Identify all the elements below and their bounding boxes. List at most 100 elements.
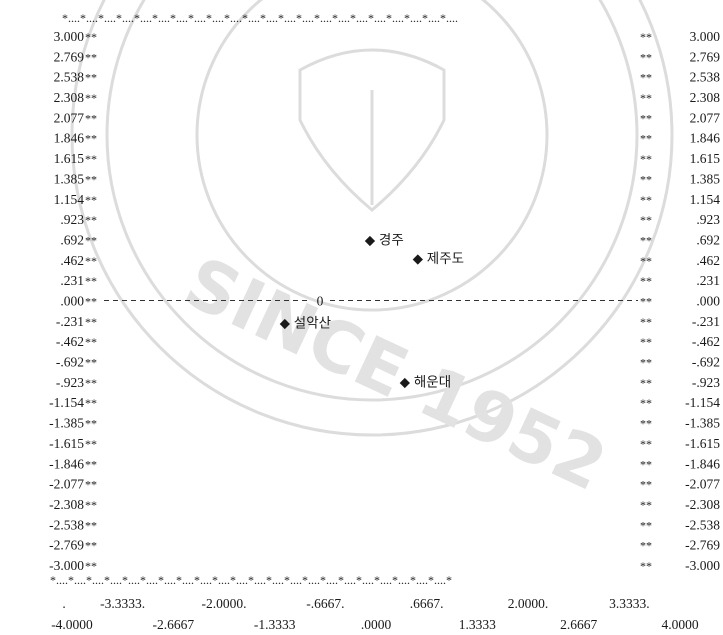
x-tick-label: 4.0000 (661, 617, 698, 632)
y-tick-right-marker: ** (640, 193, 652, 207)
point-marker: ◆ (413, 251, 424, 267)
y-tick-left-label: -.923 (56, 375, 84, 390)
y-tick-right-label: -3.000 (685, 558, 720, 573)
y-tick-left-label: 1.154 (54, 192, 85, 207)
data-point: ◆ 설악산 (280, 316, 331, 332)
y-tick-right-marker: ** (640, 295, 652, 309)
y-tick-left-label: 2.769 (54, 49, 85, 64)
y-tick-right-label: -2.077 (685, 477, 720, 492)
y-tick-left-marker: ** (85, 30, 97, 44)
y-tick-right-marker: ** (640, 356, 652, 370)
data-points: ◆ 경주◆ 제주도◆ 설악산◆ 해운대 (280, 232, 464, 390)
y-tick-right-label: 2.538 (690, 70, 721, 85)
data-point: ◆ 제주도 (413, 251, 464, 267)
x-tick-label: -1.3333 (254, 617, 296, 632)
y-tick-right-label: -1.615 (685, 436, 720, 451)
y-tick-right-label: .000 (696, 294, 720, 309)
y-tick-right-label: 1.846 (690, 131, 721, 146)
bottom-border-pattern: *....*....*....*....*....*....*....*....… (50, 573, 452, 587)
point-label: 설악산 (294, 316, 331, 332)
x-tick-label: -2.6667 (153, 617, 195, 632)
y-tick-right-marker: ** (640, 111, 652, 125)
y-tick-right-marker: ** (640, 91, 652, 105)
y-tick-left-marker: ** (85, 71, 97, 85)
x-tick-label: .0000 (361, 617, 392, 632)
point-label: 제주도 (427, 251, 464, 267)
y-tick-right-marker: ** (640, 518, 652, 532)
y-tick-left-marker: ** (85, 335, 97, 349)
y-tick-left-marker: ** (85, 376, 97, 390)
x-tick-label: 3.3333. (609, 596, 650, 611)
y-tick-left-label: -.692 (56, 355, 84, 370)
y-tick-right-marker: ** (640, 50, 652, 64)
point-label: 해운대 (414, 375, 451, 391)
y-tick-left-marker: ** (85, 478, 97, 492)
y-tick-left-label: 3.000 (54, 29, 85, 44)
y-tick-right-marker: ** (640, 71, 652, 85)
y-tick-right-label: 1.154 (690, 192, 721, 207)
y-tick-left-label: .462 (60, 253, 84, 268)
y-tick-left-label: 2.077 (54, 110, 85, 125)
y-tick-right-label: 2.077 (690, 110, 721, 125)
y-tick-left-marker: ** (85, 50, 97, 64)
y-tick-left-marker: ** (85, 254, 97, 268)
y-tick-right-marker: ** (640, 172, 652, 186)
y-tick-right-label: .231 (696, 273, 720, 288)
y-tick-right-label: -.462 (692, 334, 720, 349)
y-tick-right-marker: ** (640, 437, 652, 451)
y-tick-left-label: 1.846 (54, 131, 85, 146)
y-tick-left-label: 1.615 (54, 151, 85, 166)
y-tick-right-label: 1.385 (690, 171, 721, 186)
y-tick-left-label: .000 (60, 294, 84, 309)
top-border: *....*....*....*....*....*....*....*....… (62, 11, 458, 25)
y-tick-left-marker: ** (85, 295, 97, 309)
y-tick-right-label: 2.308 (690, 90, 721, 105)
y-tick-right-marker: ** (640, 132, 652, 146)
y-tick-left-label: -3.000 (49, 558, 84, 573)
y-tick-left-marker: ** (85, 396, 97, 410)
y-tick-right-marker: ** (640, 539, 652, 553)
x-tick-label: -.6667. (306, 596, 344, 611)
y-tick-left-label: -1.846 (49, 456, 84, 471)
y-tick-right-label: -2.538 (685, 517, 720, 532)
y-tick-right-label: 1.615 (690, 151, 721, 166)
point-marker: ◆ (400, 375, 411, 391)
y-tick-right-marker: ** (640, 233, 652, 247)
frame-border: *....*....*....*....*....*....*....*....… (50, 11, 458, 587)
y-tick-right-label: 3.000 (690, 29, 721, 44)
y-tick-right-label: 2.769 (690, 49, 721, 64)
y-tick-left-marker: ** (85, 172, 97, 186)
y-tick-left-label: -2.077 (49, 477, 84, 492)
y-tick-left-marker: ** (85, 91, 97, 105)
y-tick-left-marker: ** (85, 274, 97, 288)
y-tick-left-marker: ** (85, 233, 97, 247)
x-tick-label: 1.3333 (459, 617, 496, 632)
bottom-border: *....*....*....*....*....*....*....*....… (50, 573, 452, 587)
y-tick-right-marker: ** (640, 417, 652, 431)
y-tick-left-label: .231 (60, 273, 84, 288)
y-tick-left-marker: ** (85, 213, 97, 227)
y-tick-left-label: 2.308 (54, 90, 85, 105)
y-tick-right-label: .692 (696, 232, 720, 247)
y-tick-left-label: -1.154 (49, 395, 84, 410)
top-border-pattern: *....*....*....*....*....*....*....*....… (62, 11, 458, 25)
y-tick-right-marker: ** (640, 152, 652, 166)
x-tick-label: -3.3333. (100, 596, 145, 611)
y-tick-right-label: .923 (696, 212, 720, 227)
y-tick-left-marker: ** (85, 518, 97, 532)
y-tick-right-marker: ** (640, 478, 652, 492)
y-tick-left-label: -1.385 (49, 416, 84, 431)
y-tick-right-label: -1.154 (685, 395, 720, 410)
x-axis: . -3.3333. -2.0000. -.6667. .6667. 2.0000. 3.3… (51, 596, 699, 632)
y-tick-right-marker: ** (640, 335, 652, 349)
y-tick-left-marker: ** (85, 437, 97, 451)
y-axis-left: 3.000 **2.769 **2.538 **2.308 **2.077 **1.846… (49, 29, 97, 573)
y-tick-right-label: -.231 (692, 314, 720, 329)
y-tick-left-marker: ** (85, 152, 97, 166)
y-tick-left-marker: ** (85, 356, 97, 370)
y-tick-left-marker: ** (85, 539, 97, 553)
point-marker: ◆ (365, 232, 376, 248)
y-tick-right-marker: ** (640, 498, 652, 512)
